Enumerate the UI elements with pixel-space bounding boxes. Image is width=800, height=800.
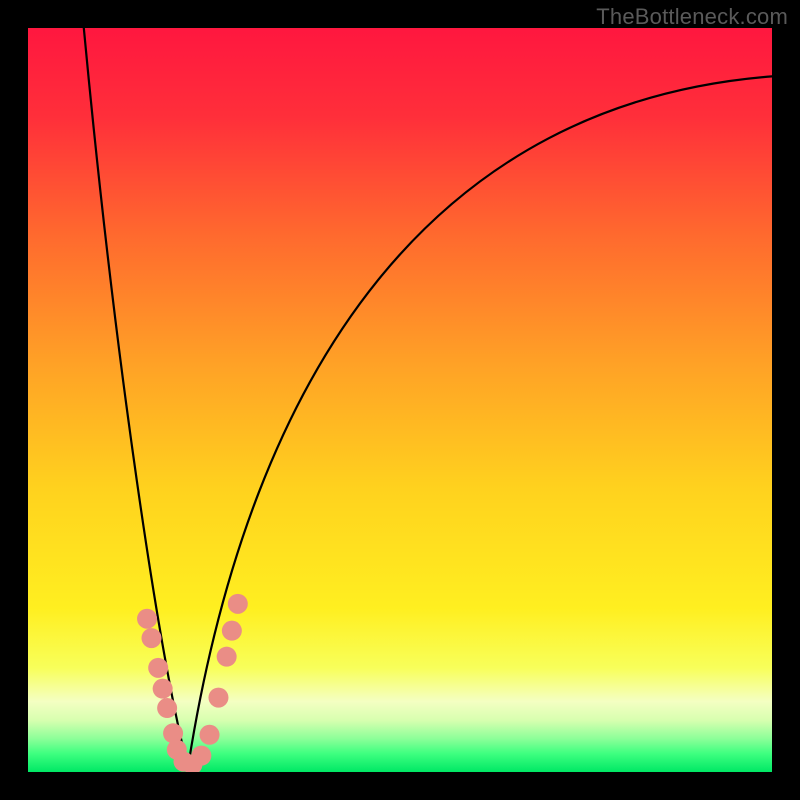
data-marker — [228, 594, 248, 614]
data-marker — [191, 746, 211, 766]
watermark-text: TheBottleneck.com — [596, 4, 788, 30]
data-marker — [217, 647, 237, 667]
data-marker — [157, 698, 177, 718]
data-marker — [148, 658, 168, 678]
data-marker — [208, 688, 228, 708]
data-marker — [222, 621, 242, 641]
gradient-background — [28, 28, 772, 772]
plot-area — [28, 28, 772, 772]
data-marker — [142, 628, 162, 648]
data-marker — [137, 609, 157, 629]
chart-container: TheBottleneck.com — [0, 0, 800, 800]
chart-svg — [28, 28, 772, 772]
data-marker — [200, 725, 220, 745]
data-marker — [153, 679, 173, 699]
